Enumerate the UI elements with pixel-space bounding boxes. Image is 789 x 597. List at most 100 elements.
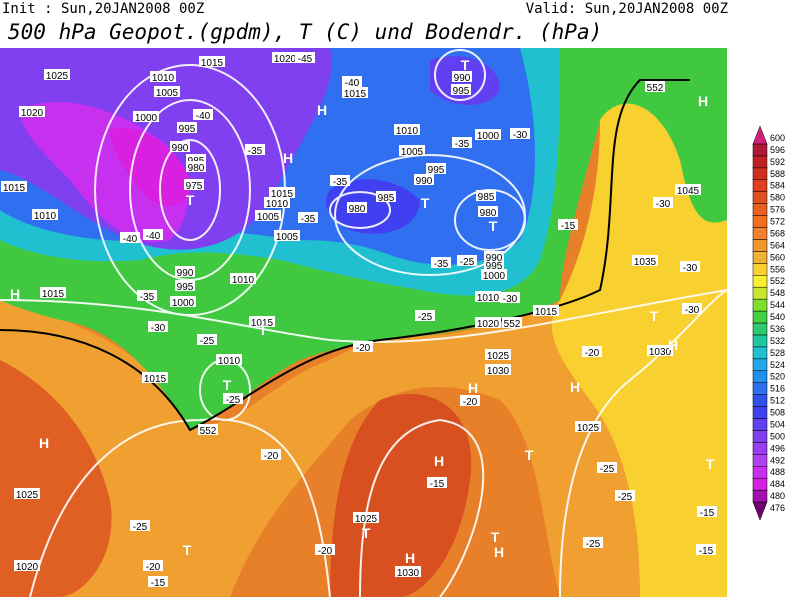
isobar-label-box: [575, 421, 601, 432]
temperature-label-box: [415, 310, 435, 321]
colorbar-cell: [752, 501, 768, 521]
temperature-label: -20: [585, 348, 600, 359]
colorbar-label: 476: [770, 503, 785, 513]
isobar-label-box: [170, 141, 190, 152]
temperature-label-box: [295, 52, 315, 63]
temperature-label-box: [582, 346, 602, 357]
isobar-label: 1010: [266, 199, 289, 210]
temperature-label: -25: [460, 257, 475, 268]
temperature-label: -30: [151, 323, 166, 334]
isobar-label-box: [475, 291, 501, 302]
colorbar-label: 484: [770, 479, 785, 489]
temperature-label-box: [457, 255, 477, 266]
colorbar-label: 496: [770, 443, 785, 453]
temperature-label: -25: [133, 522, 148, 533]
isobar-label-box: [170, 296, 196, 307]
isobar-label-box: [249, 316, 275, 327]
isobar-label-box: [32, 209, 58, 220]
temperature-label: -35: [455, 139, 470, 150]
colorbar-label: 540: [770, 312, 785, 322]
isobar-label: 980: [188, 163, 205, 174]
colorbar-label: 508: [770, 408, 785, 418]
isobar-label-box: [452, 71, 472, 82]
isobar-label: 1005: [156, 88, 179, 99]
temperature-label: -35: [140, 292, 155, 303]
temperature-label: -25: [618, 492, 633, 503]
temperature-label-box: [223, 393, 243, 404]
isobar-label-box: [478, 206, 498, 217]
isobar-label: 1010: [477, 293, 500, 304]
isobar-label-box: [186, 161, 206, 172]
pressure-center: T: [421, 195, 430, 211]
colorbar-cell: [752, 179, 768, 192]
isobar-label: 980: [480, 208, 497, 219]
colorbar-label: 600: [770, 133, 785, 143]
colorbar-label: 532: [770, 336, 785, 346]
isobar-label-box: [476, 190, 496, 201]
colorbar-label: 592: [770, 157, 785, 167]
temperature-label: -35: [248, 146, 263, 157]
isobar-label: 995: [486, 261, 503, 272]
colorbar-cell: [752, 143, 768, 157]
colorbar-label: 548: [770, 288, 785, 298]
temperature-label: -30: [683, 263, 698, 274]
temperature-label-box: [500, 292, 520, 303]
isobar-label: 1025: [577, 423, 600, 434]
colorbar-label: 572: [770, 217, 785, 227]
isobar-label: 1025: [355, 514, 378, 525]
colorbar-label: 528: [770, 348, 785, 358]
isobar-label-box: [175, 266, 195, 277]
temperature-label-box: [342, 76, 362, 87]
isobar-label: 1035: [634, 257, 657, 268]
isobar-label: 990: [172, 143, 189, 154]
isobar-label-box: [394, 124, 420, 135]
isobar-label: 1025: [46, 71, 69, 82]
temperature-label: -25: [200, 336, 215, 347]
temperature-label: -25: [586, 539, 601, 550]
temperature-label: -35: [301, 214, 316, 225]
colorbar-cell: [752, 298, 768, 312]
temperature-label: -20: [356, 343, 371, 354]
isobar-label: 995: [177, 282, 194, 293]
temperature-label-box: [197, 334, 217, 345]
isobar-label: 1015: [271, 189, 294, 200]
isobar-label: 1015: [344, 89, 367, 100]
isobar-label: 985: [478, 192, 495, 203]
colorbar-cell: [752, 418, 768, 431]
isobar-label-box: [475, 317, 501, 328]
temperature-label-box: [193, 109, 213, 120]
colorbar-label: 576: [770, 205, 785, 215]
isobar-label: 990: [416, 176, 433, 187]
isobar-label-box: [347, 202, 367, 213]
isobar-label-box: [255, 210, 281, 221]
temperature-label-box: [615, 490, 635, 501]
isobar-label: 980: [349, 204, 366, 215]
isobar-label: 1030: [487, 366, 510, 377]
temperature-label: -15: [561, 221, 576, 232]
isobar-label: 1000: [135, 113, 158, 124]
isobar-label-box: [376, 191, 396, 202]
isobar-label: 1015: [535, 307, 558, 318]
isobar-label: 1005: [257, 212, 280, 223]
temperature-label: -20: [264, 451, 279, 462]
pressure-center: T: [525, 447, 534, 463]
temperature-label-box: [452, 137, 472, 148]
isobar-label: 552: [504, 319, 521, 330]
colorbar-label: 536: [770, 324, 785, 334]
temperature-label: -20: [146, 562, 161, 573]
colorbar-cell: [752, 191, 768, 204]
colorbar-cell: [752, 167, 768, 181]
isobar-label: 552: [647, 83, 664, 94]
isobar-label: 1015: [201, 58, 224, 69]
isobar-label: 1020: [477, 319, 500, 330]
isobar-label: 1025: [16, 490, 39, 501]
pressure-center: H: [698, 93, 708, 109]
temperature-label: -30: [503, 294, 518, 305]
isobar-label-box: [14, 560, 40, 571]
temperature-label-box: [697, 506, 717, 517]
temperature-label-box: [597, 462, 617, 473]
temperature-label-box: [120, 232, 140, 243]
pressure-center: H: [405, 550, 415, 566]
